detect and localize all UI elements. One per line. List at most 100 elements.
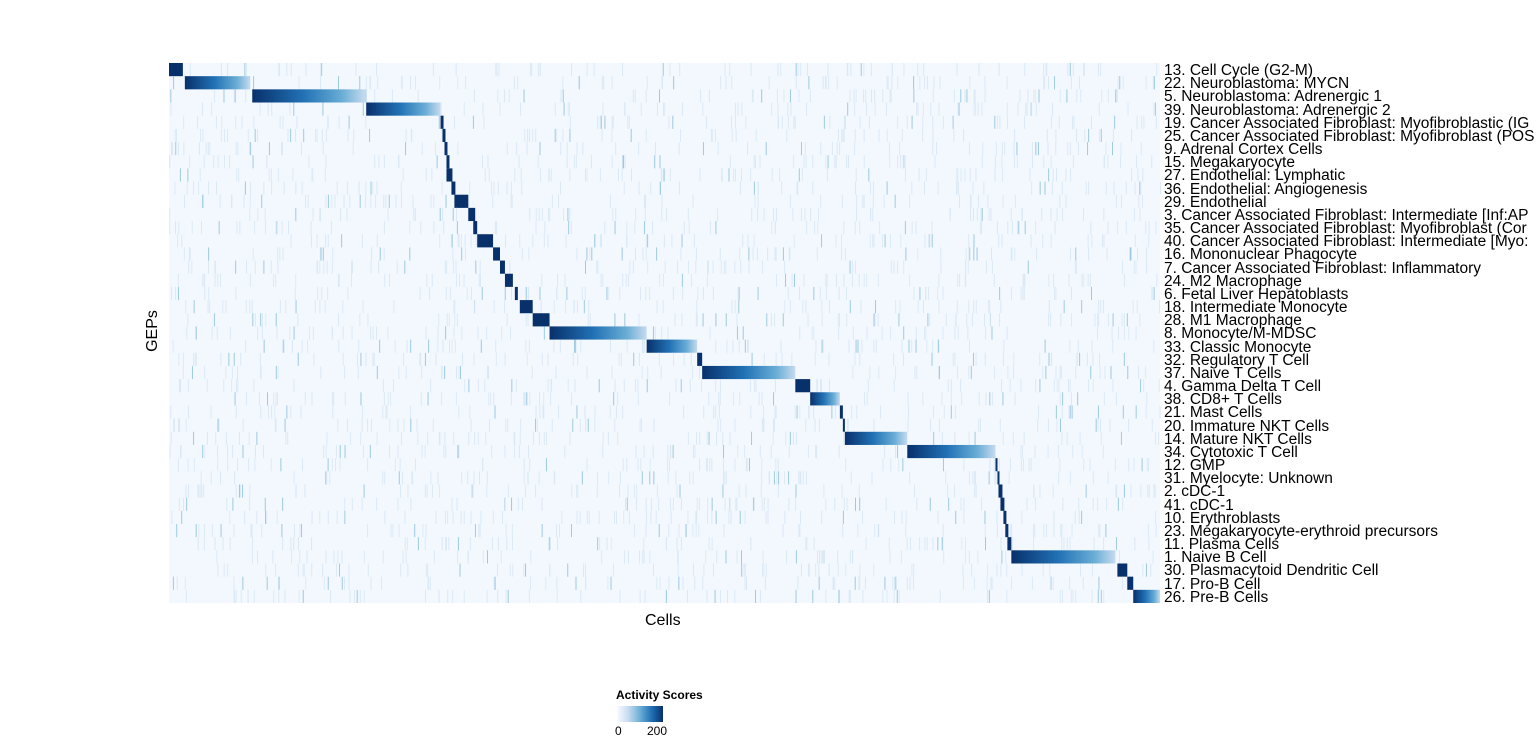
cell-noise [886,76,888,90]
cell-noise [586,168,588,182]
cell-noise [751,352,753,366]
cell-noise [647,260,649,274]
cell-noise [287,128,289,143]
cell-noise [576,247,578,261]
cell-noise [189,247,191,261]
cell-noise [573,339,575,353]
cell-noise [744,444,746,459]
cell-noise [360,392,362,406]
cell-noise [378,260,380,274]
gep-activity-block [252,89,366,103]
cell-noise [320,76,322,90]
cell-noise [1046,128,1048,143]
cell-noise [818,563,820,577]
cell-noise [290,128,292,143]
cell-noise [1103,392,1105,406]
cell-noise [633,484,635,498]
cell-noise [404,510,406,524]
cell-noise [460,365,462,380]
cell-noise [841,194,843,208]
cell-noise [643,550,645,564]
cell-noise [526,352,528,366]
cell-noise [402,550,404,564]
cell-noise [734,300,736,314]
cell-noise [1006,102,1008,116]
cell-noise [464,247,466,261]
cell-noise [651,221,653,235]
cell-noise [996,523,998,538]
cell-noise [907,418,909,432]
cell-noise [1055,365,1057,380]
cell-noise [711,510,713,524]
cell-noise [493,576,495,590]
cell-noise [1010,286,1012,301]
cell-noise [790,102,792,116]
cell-noise [1140,181,1142,195]
cell-noise [220,352,222,366]
cell-noise [743,563,745,577]
cell-noise [1048,76,1050,90]
cell-noise [327,194,329,208]
cell-noise [1139,313,1141,327]
cell-noise [1016,142,1018,156]
cell-noise [388,444,390,459]
cell-noise [857,339,859,353]
cell-noise [772,418,774,432]
cell-noise [233,89,235,103]
cell-noise [835,234,837,248]
cell-noise [719,379,721,393]
cell-noise [204,286,206,301]
cell-noise [924,234,926,248]
cell-noise [173,418,175,432]
cell-noise [882,589,884,603]
cell-noise [885,497,887,511]
cell-noise [523,392,525,406]
gep-row-label: 10. Erythroblasts [1164,509,1281,527]
cell-noise [859,115,861,129]
cell-noise [547,234,549,248]
cell-noise [1097,313,1099,327]
cell-noise [1087,379,1089,393]
gep-row-label: 12. GMP [1164,457,1226,475]
cell-noise [983,181,985,195]
cell-noise [392,523,394,538]
cell-noise [975,168,977,182]
cell-noise [697,286,699,301]
cell-noise [896,589,898,603]
cell-noise [486,326,488,340]
cell-noise [567,563,569,577]
gep-activity-block [1133,589,1160,603]
cell-noise [1028,458,1030,472]
cell-noise [924,326,926,340]
cell-noise [234,589,236,603]
cell-noise [260,365,262,380]
cell-noise [623,155,625,169]
cell-noise [1123,326,1125,340]
cell-noise [356,352,358,366]
cell-noise [871,89,873,103]
cell-noise [411,471,413,485]
cell-noise [838,589,840,603]
cell-noise [1069,247,1071,261]
gep-row-label: 4. Gamma Delta T Cell [1164,378,1322,396]
cell-noise [624,313,626,327]
cell-noise [731,300,733,314]
cell-noise [624,155,626,169]
cell-noise [248,142,250,156]
cell-noise [295,128,297,143]
cell-noise [567,379,569,393]
cell-noise [890,260,892,274]
cell-noise [1034,444,1036,459]
cell-noise [227,63,229,77]
cell-noise [1033,484,1035,498]
cell-noise [512,537,514,551]
cell-noise [385,194,387,208]
cell-noise [731,76,733,90]
cell-noise [193,458,195,472]
cell-noise [275,273,277,287]
cell-noise [818,576,820,590]
cell-noise [903,326,905,340]
cell-noise [398,155,400,169]
cell-noise [320,63,322,77]
cell-noise [688,221,690,235]
